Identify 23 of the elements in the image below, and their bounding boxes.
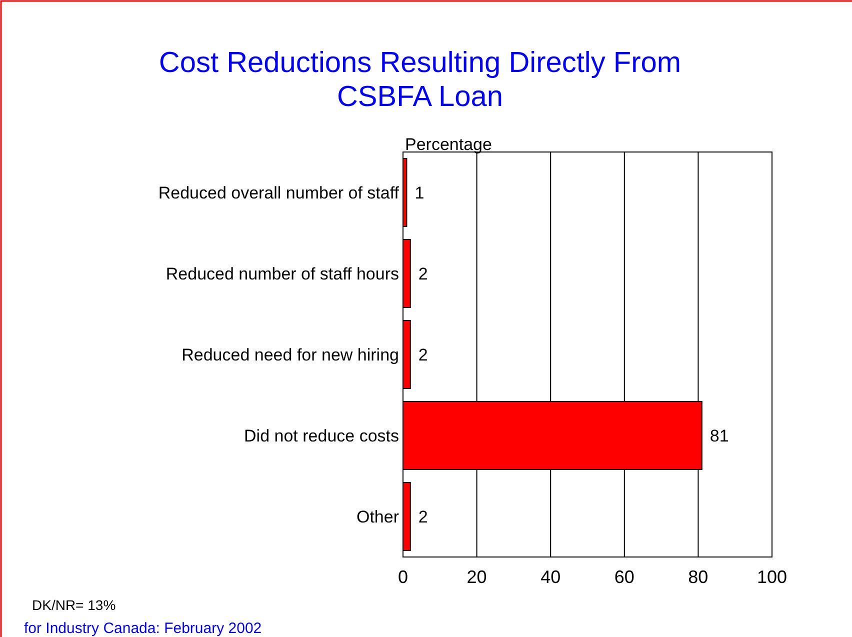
y-tick-label: Reduced overall number of staff xyxy=(158,183,400,202)
bar xyxy=(402,320,411,390)
y-tick-label: Reduced need for new hiring xyxy=(182,345,399,364)
text: for Industry Canada: February 2002 xyxy=(24,620,262,637)
x-tick-label: 60 xyxy=(614,567,634,587)
chart-title: Cost Reductions Resulting Directly From CSBFA Loan xyxy=(158,47,682,113)
bar xyxy=(402,238,411,308)
data-label: 1 xyxy=(414,183,424,202)
data-label: 2 xyxy=(418,264,428,284)
x-tick-label: 20 xyxy=(466,567,487,587)
x-tick-label: 100 xyxy=(756,567,788,587)
data-label: 2 xyxy=(418,345,428,364)
y-tick-label: Did not reduce costs xyxy=(244,426,399,446)
y-tick-label: Other xyxy=(356,507,400,526)
data-label: 2 xyxy=(418,507,428,526)
y-tick-label: Reduced number of staff hours xyxy=(166,264,399,284)
text: DK/NR= 13% xyxy=(32,597,116,613)
bar xyxy=(402,482,411,552)
x-tick-label: 40 xyxy=(540,567,561,587)
x-tick-label: 80 xyxy=(688,567,708,587)
x-tick-label: 0 xyxy=(398,567,408,587)
x-axis-title: Percentage xyxy=(405,135,492,154)
data-label: 81 xyxy=(710,426,729,446)
